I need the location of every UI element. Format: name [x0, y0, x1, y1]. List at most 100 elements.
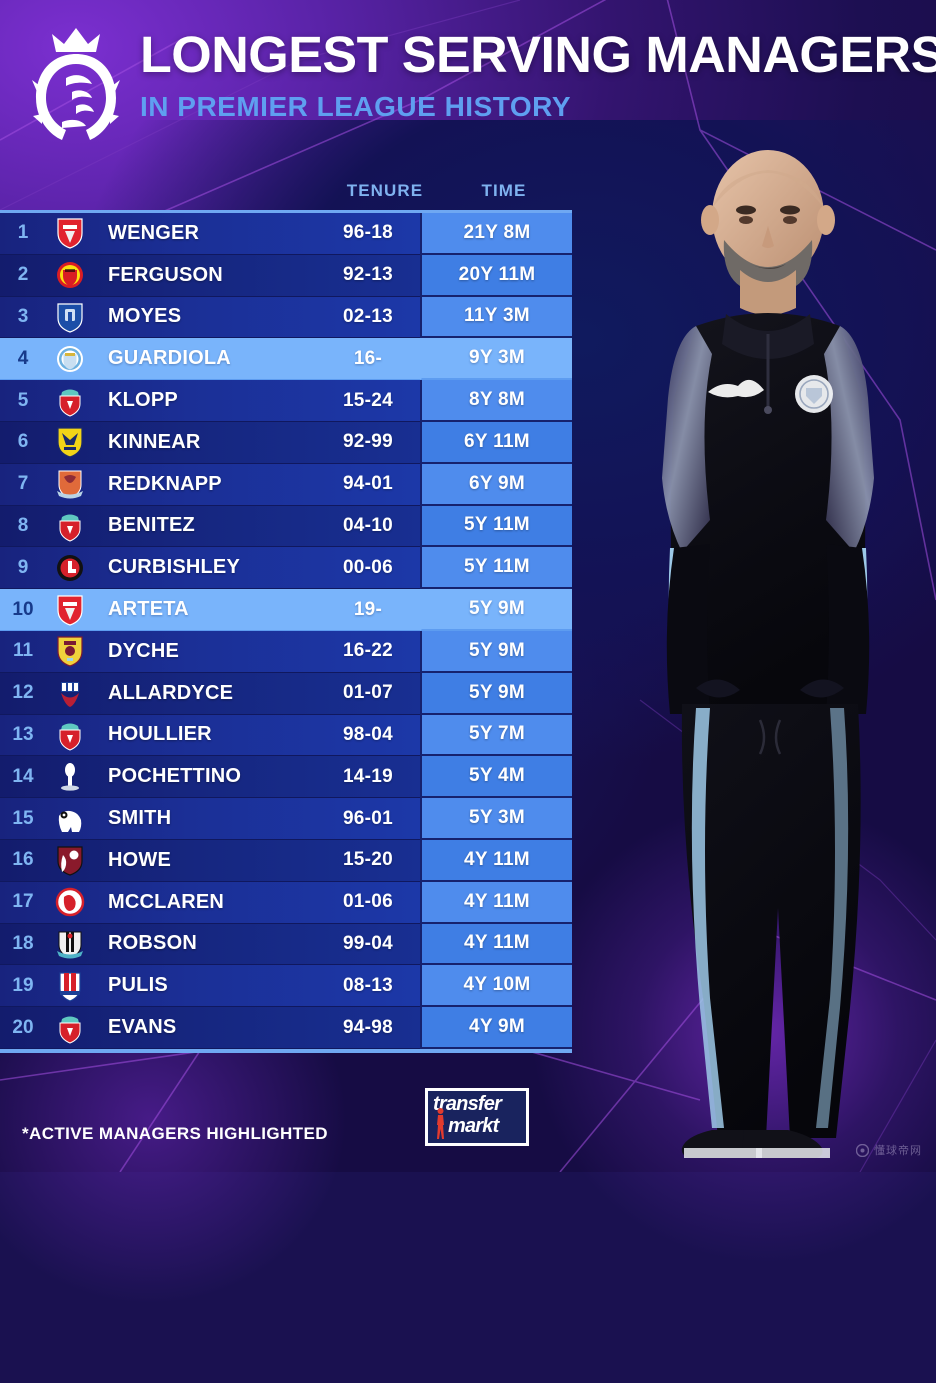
time-cell: 8Y 8M [420, 380, 572, 422]
row-main: 11 DYCHE 16-22 [0, 630, 420, 673]
table-row: 18 ROBSON 99-04 4Y 11M [0, 923, 572, 966]
tenure-cell: 94-98 [342, 1016, 394, 1038]
rank-cell: 19 [12, 974, 34, 996]
table-row: 3 MOYES 02-13 11Y 3M [0, 296, 572, 339]
table-row: 4 GUARDIOLA 16- 9Y 3M [0, 338, 572, 381]
time-cell: 4Y 10M [420, 965, 572, 1008]
time-cell: 5Y 4M [420, 756, 572, 799]
row-main: 4 GUARDIOLA 16- [0, 338, 420, 381]
table-row: 6 KINNEAR 92-99 6Y 11M [0, 421, 572, 464]
rank-cell: 5 [17, 389, 29, 411]
tenure-cell: 96-01 [342, 807, 394, 829]
rank-cell: 18 [12, 932, 34, 954]
club-crest-liverpool-icon [46, 1011, 94, 1045]
club-crest-derby-icon [46, 802, 94, 836]
manager-name-cell: DYCHE [108, 639, 180, 662]
table-row: 15 SMITH 96-01 5Y 3M [0, 798, 572, 840]
club-crest-arsenal-icon [46, 593, 94, 627]
manager-name-cell: BENITEZ [108, 514, 195, 537]
column-header-tenure: TENURE [346, 181, 424, 200]
rank-cell: 1 [17, 222, 29, 244]
club-crest-bournemouth-icon [46, 843, 94, 877]
time-cell: 6Y 11M [420, 421, 572, 464]
club-crest-liverpool-icon [46, 718, 94, 752]
manager-name-cell: FERGUSON [108, 263, 223, 286]
manager-name-cell: ALLARDYCE [108, 681, 234, 704]
rank-cell: 4 [17, 347, 29, 369]
table-column-headers: TENURE TIME [0, 181, 600, 207]
manager-name-cell: KINNEAR [108, 430, 201, 453]
transfermarkt-logo-line1: transfer [433, 1093, 502, 1115]
table-row: 19 PULIS 08-13 4Y 10M [0, 965, 572, 1008]
row-main: 12 ALLARDYCE 01-07 [0, 672, 420, 715]
time-cell: 4Y 11M [420, 923, 572, 966]
tenure-cell: 92-13 [342, 264, 394, 286]
time-cell: 4Y 9M [420, 1007, 572, 1049]
column-header-time: TIME [481, 181, 527, 200]
row-main: 16 HOWE 15-20 [0, 839, 420, 882]
rank-cell: 2 [17, 264, 29, 286]
club-crest-man-city-icon [46, 342, 94, 376]
club-crest-tottenham-icon [46, 760, 94, 794]
club-crest-newcastle-icon [46, 927, 94, 961]
tenure-cell: 08-13 [342, 974, 394, 996]
row-main: 10 ARTETA 19- [0, 589, 420, 631]
manager-name-cell: KLOPP [108, 389, 178, 412]
tenure-cell: 16- [353, 347, 383, 369]
table-row: 8 BENITEZ 04-10 5Y 11M [0, 505, 572, 548]
club-crest-liverpool-icon [46, 384, 94, 418]
time-cell: 5Y 11M [420, 547, 572, 590]
watermark-text: 懂球帝网 [874, 1145, 922, 1157]
rank-cell: 12 [12, 682, 34, 704]
rank-cell: 15 [12, 807, 34, 829]
club-crest-man-united-icon [46, 258, 94, 292]
table-row: 17 MCCLAREN 01-06 4Y 11M [0, 881, 572, 924]
club-crest-everton-icon [46, 300, 94, 334]
club-crest-bolton-icon [46, 676, 94, 710]
time-cell: 5Y 7M [420, 714, 572, 757]
watermark-icon [856, 1143, 869, 1157]
table-row: 7 REDKNAPP 94-01 6Y 9M [0, 463, 572, 506]
rank-cell: 16 [12, 849, 34, 871]
premier-league-lion-icon [32, 28, 120, 140]
watermark: 懂球帝网 [856, 1142, 922, 1158]
manager-name-cell: HOULLIER [108, 723, 212, 746]
rank-cell: 7 [17, 473, 29, 495]
footnote: *ACTIVE MANAGERS HIGHLIGHTED [22, 1124, 328, 1143]
tenure-cell: 16-22 [342, 640, 394, 662]
rank-cell: 3 [17, 305, 29, 327]
time-cell: 9Y 3M [420, 338, 572, 381]
tenure-cell: 00-06 [342, 556, 394, 578]
time-cell: 11Y 3M [420, 296, 572, 339]
manager-name-cell: SMITH [108, 807, 172, 830]
tenure-cell: 94-01 [342, 473, 394, 495]
rank-cell: 17 [12, 891, 34, 913]
row-main: 2 FERGUSON 92-13 [0, 254, 420, 297]
club-crest-wimbledon-icon [46, 425, 94, 459]
page-title: LONGEST SERVING MANAGERS [140, 26, 936, 83]
tenure-cell: 96-18 [342, 222, 394, 244]
table-row: 20 EVANS 94-98 4Y 9M [0, 1007, 572, 1049]
club-crest-west-ham-icon [46, 467, 94, 501]
row-main: 5 KLOPP 15-24 [0, 380, 420, 422]
managers-table: 1 WENGER 96-18 21Y 8M 2 FERGUSON 92-13 20Y 11M 3… [0, 210, 572, 1053]
transfermarkt-logo-line2: markt [448, 1115, 499, 1137]
table-row: 11 DYCHE 16-22 5Y 9M [0, 630, 572, 673]
manager-name-cell: GUARDIOLA [108, 347, 231, 370]
table-row: 9 CURBISHLEY 00-06 5Y 11M [0, 547, 572, 590]
tenure-cell: 19- [353, 598, 383, 620]
row-main: 9 CURBISHLEY 00-06 [0, 547, 420, 590]
time-cell: 21Y 8M [420, 213, 572, 255]
club-crest-stoke-icon [46, 969, 94, 1003]
tenure-cell: 02-13 [342, 305, 394, 327]
club-crest-burnley-icon [46, 634, 94, 668]
tenure-cell: 92-99 [342, 431, 394, 453]
rank-cell: 10 [12, 598, 34, 620]
row-main: 8 BENITEZ 04-10 [0, 505, 420, 548]
tenure-cell: 04-10 [342, 514, 394, 536]
table-row: 5 KLOPP 15-24 8Y 8M [0, 380, 572, 422]
time-cell: 5Y 9M [420, 589, 572, 631]
title-block: LONGEST SERVING MANAGERS IN PREMIER LEAG… [140, 28, 936, 123]
rank-cell: 8 [17, 514, 29, 536]
time-cell: 5Y 9M [420, 672, 572, 715]
